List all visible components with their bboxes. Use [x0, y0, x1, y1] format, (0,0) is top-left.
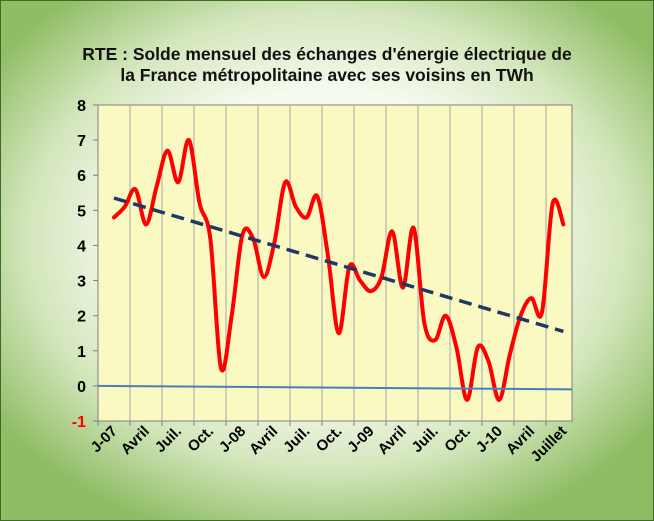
- x-tick-label: J-07: [88, 423, 121, 456]
- chart-title-line-1: RTE : Solde mensuel des échanges d'énerg…: [82, 44, 572, 64]
- y-tick-label: 8: [77, 98, 86, 115]
- x-tick-label: Avril: [375, 423, 410, 458]
- x-tick-label: J-10: [473, 423, 506, 456]
- y-tick-label: 3: [77, 274, 86, 291]
- chart-title: RTE : Solde mensuel des échanges d'énerg…: [40, 44, 614, 86]
- y-tick-label: 6: [77, 168, 86, 185]
- x-tick-label: Juil.: [280, 423, 313, 456]
- y-tick-label: 4: [77, 238, 86, 255]
- zero-reference-line: [97, 384, 573, 391]
- x-tick-label: Oct.: [184, 423, 217, 456]
- x-tick-label: J-08: [216, 423, 249, 456]
- y-tick-label: 2: [77, 309, 86, 326]
- x-tick-label: Avril: [118, 423, 153, 458]
- y-tick-label: 7: [77, 133, 86, 150]
- x-tick-label: Juil.: [409, 423, 442, 456]
- y-tick-label: 5: [77, 203, 86, 220]
- x-tick-label: Juil.: [152, 423, 185, 456]
- x-tick-label: Oct.: [441, 423, 474, 456]
- trend-line: [113, 196, 564, 334]
- x-tick-label: J-09: [344, 423, 377, 456]
- y-tick-label: 0: [77, 379, 86, 396]
- y-tick-label: 1: [77, 344, 86, 361]
- x-tick-label: Oct.: [313, 423, 346, 456]
- x-tick-label: Avril: [246, 423, 281, 458]
- chart-title-line-2: la France métropolitaine avec ses voisin…: [120, 65, 534, 85]
- x-tick-label: Juillet: [528, 423, 571, 466]
- y-tick-label: -1: [72, 414, 86, 431]
